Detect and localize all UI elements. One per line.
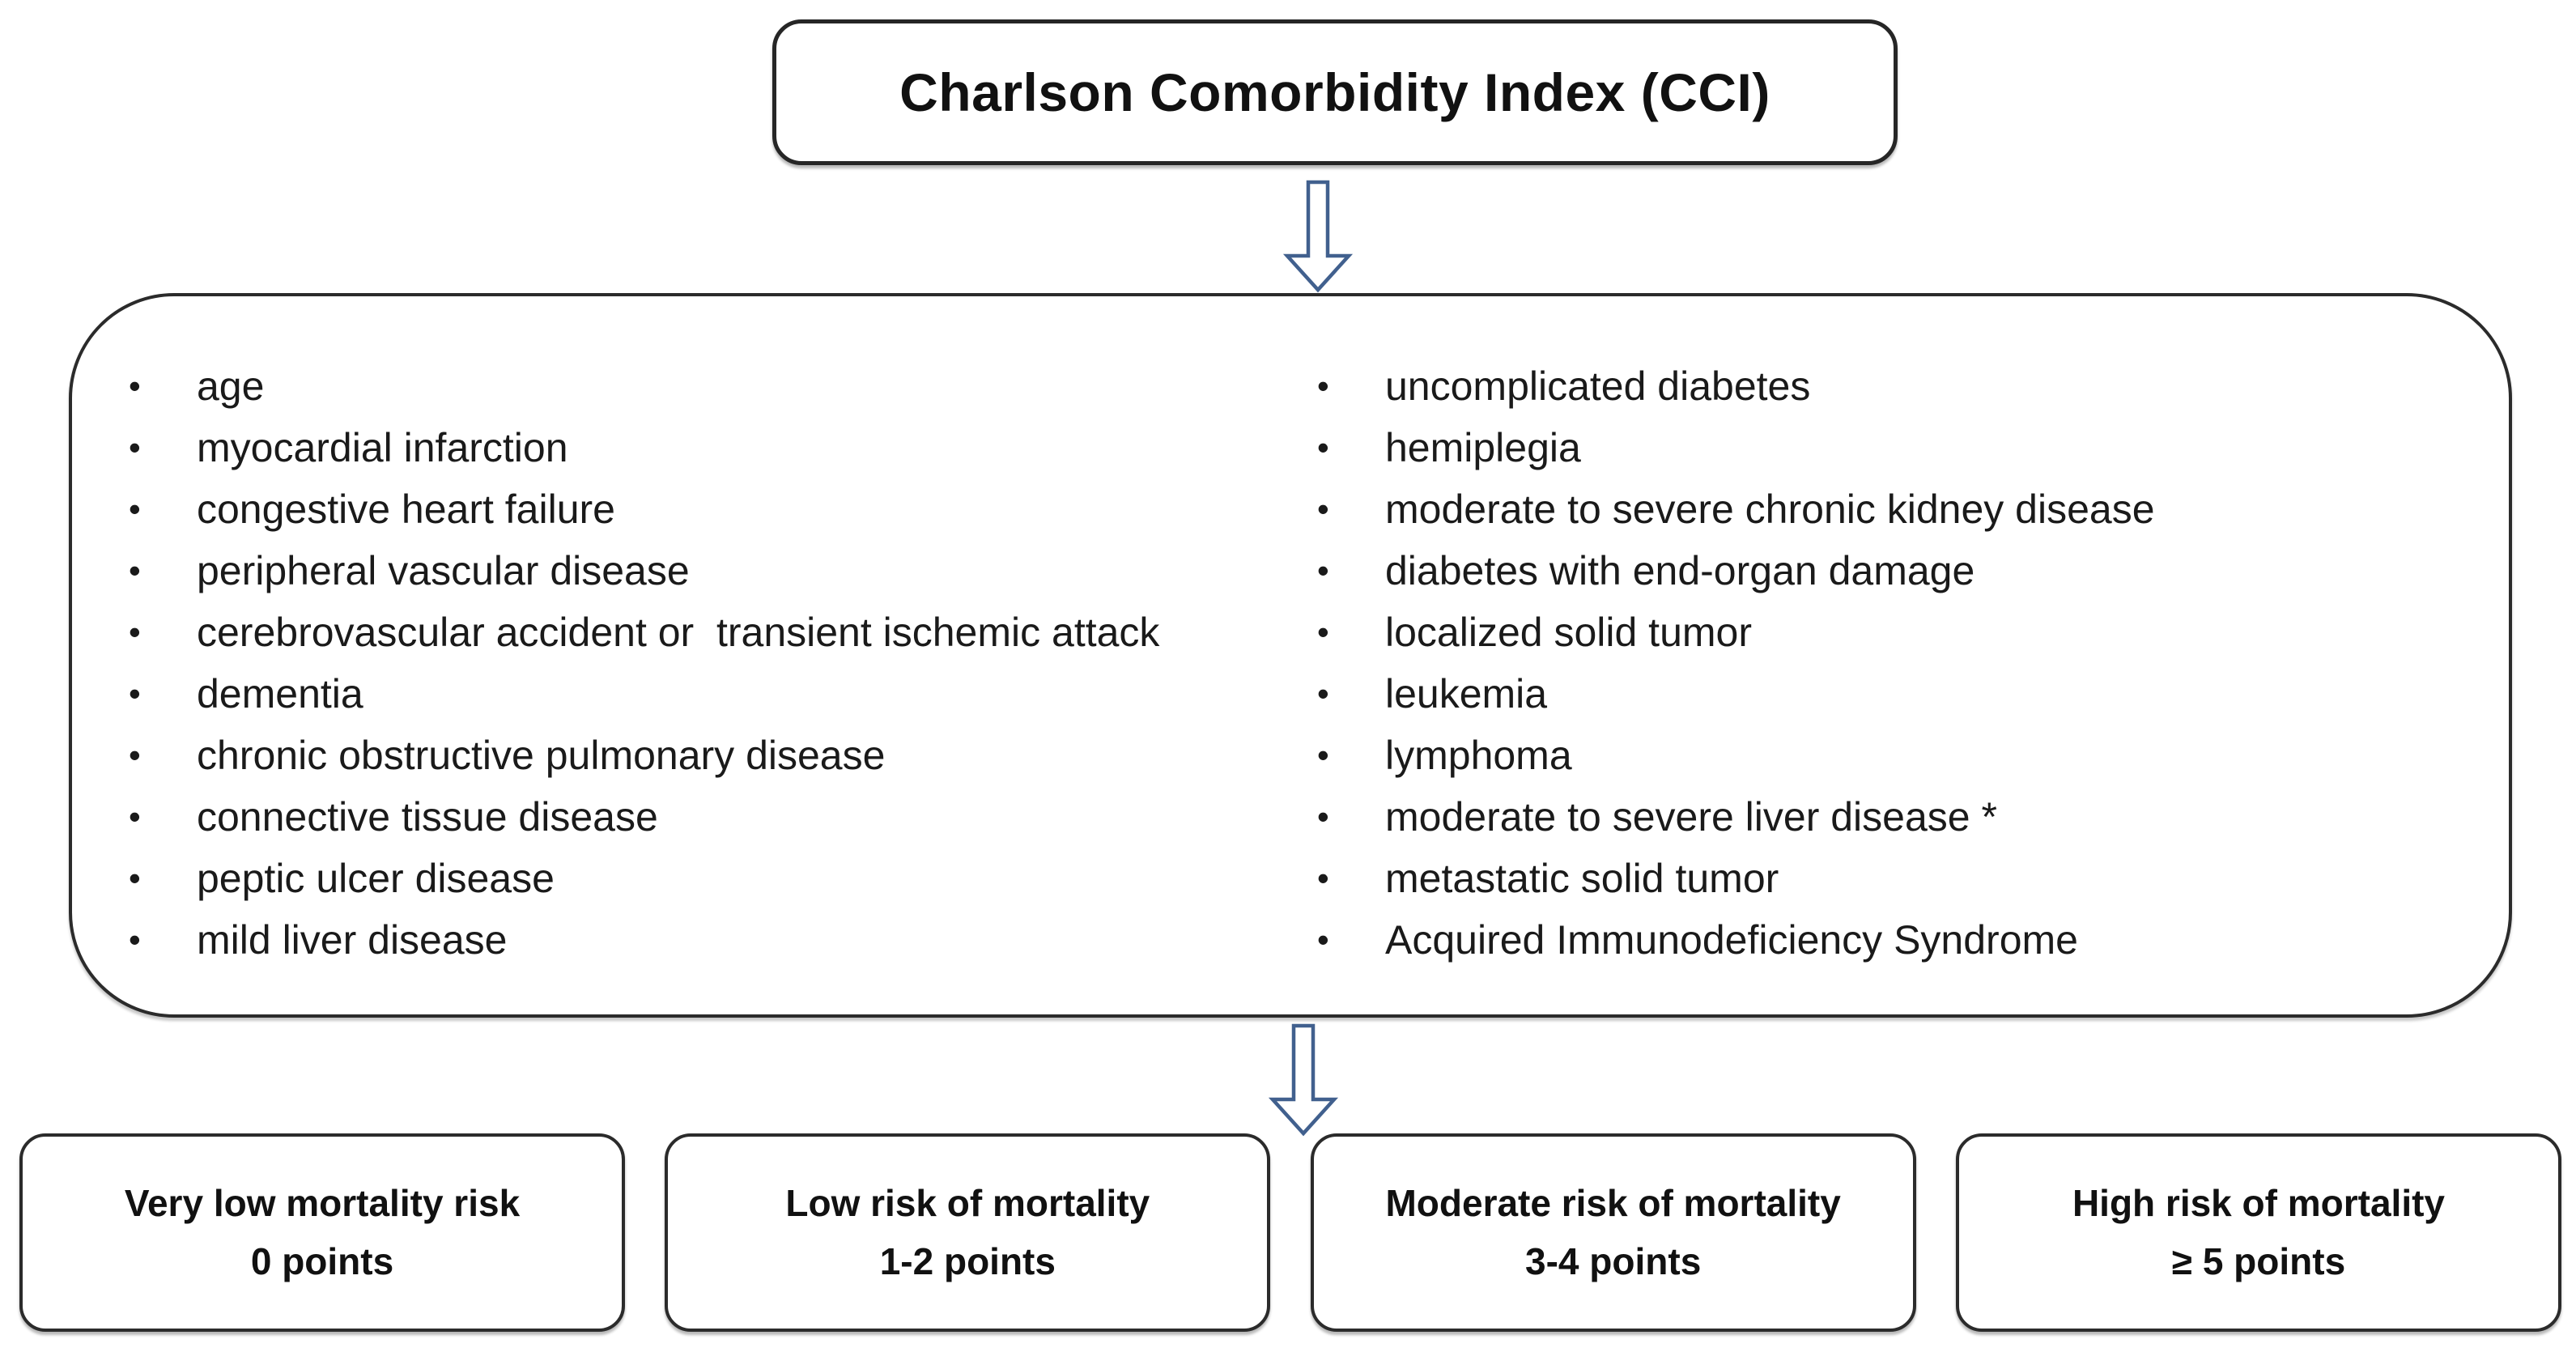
page-title: Charlson Comorbidity Index (CCI) <box>899 62 1770 122</box>
bullet-icon: • <box>1317 613 1329 651</box>
list-item-label: age <box>197 364 265 409</box>
bullet-icon: • <box>1317 551 1329 589</box>
risk-row: Very low mortality risk 0 points Low risk … <box>19 1133 2561 1332</box>
list-item: • Acquired Immunodeficiency Syndrome <box>1317 909 2495 971</box>
down-arrow-icon <box>1282 180 1354 293</box>
list-item: • mild liver disease <box>129 909 1319 971</box>
risk-box-2: Low risk of mortality 1-2 points <box>665 1133 1271 1332</box>
bullet-icon: • <box>1317 797 1329 835</box>
bullet-icon: • <box>129 859 141 897</box>
list-item: • age <box>129 355 1319 417</box>
list-item-label: uncomplicated diabetes <box>1385 364 1811 409</box>
list-item: • localized solid tumor <box>1317 602 2495 663</box>
list-item: • myocardial infarction <box>129 417 1319 478</box>
list-item: • cerebrovascular accident or transient i… <box>129 602 1319 663</box>
list-item-label: lymphoma <box>1385 733 1572 778</box>
list-item: • moderate to severe chronic kidney disea… <box>1317 478 2495 540</box>
risk-box-label: Very low mortality risk <box>124 1182 521 1225</box>
bullet-icon: • <box>129 920 141 959</box>
list-item: • lymphoma <box>1317 725 2495 786</box>
bullet-icon: • <box>129 551 141 589</box>
risk-box-label: Low risk of mortality <box>785 1182 1150 1225</box>
list-item-label: Acquired Immunodeficiency Syndrome <box>1385 917 2078 963</box>
list-item: • leukemia <box>1317 663 2495 725</box>
bullet-icon: • <box>129 490 141 528</box>
list-item: • peripheral vascular disease <box>129 540 1319 602</box>
bullet-icon: • <box>1317 859 1329 897</box>
list-item-label: chronic obstructive pulmonary disease <box>197 733 886 778</box>
risk-box-3: Moderate risk of mortality 3-4 points <box>1310 1133 1916 1332</box>
list-item-label: congestive heart failure <box>197 487 615 532</box>
list-item-label: hemiplegia <box>1385 425 1581 470</box>
bullet-icon: • <box>1317 367 1329 405</box>
risk-box-points: 1-2 points <box>879 1239 1056 1282</box>
bullet-icon: • <box>1317 674 1329 712</box>
list-item: • congestive heart failure <box>129 478 1319 540</box>
list-item-label: cerebrovascular accident or transient is… <box>197 610 1160 655</box>
list-item-label: peptic ulcer disease <box>197 856 555 901</box>
list-item-label: connective tissue disease <box>197 794 658 840</box>
list-item-label: myocardial infarction <box>197 425 568 470</box>
bullet-icon: • <box>129 736 141 774</box>
list-item: • diabetes with end-organ damage <box>1317 540 2495 602</box>
comorbidity-column-right: • uncomplicated diabetes • hemiplegia • moder… <box>1317 355 2495 971</box>
down-arrow-icon <box>1268 1023 1339 1137</box>
list-item-label: dementia <box>197 671 363 716</box>
list-item-label: moderate to severe chronic kidney diseas… <box>1385 487 2155 532</box>
bullet-icon: • <box>129 428 141 466</box>
bullet-icon: • <box>1317 490 1329 528</box>
list-item: • uncomplicated diabetes <box>1317 355 2495 417</box>
list-item: • connective tissue disease <box>129 786 1319 848</box>
list-item: • chronic obstructive pulmonary disease <box>129 725 1319 786</box>
risk-box-points: ≥ 5 points <box>2171 1239 2346 1282</box>
bullet-icon: • <box>1317 428 1329 466</box>
title-box: Charlson Comorbidity Index (CCI) <box>772 19 1898 165</box>
list-item-label: leukemia <box>1385 671 1548 716</box>
comorbidity-list-box: • age • myocardial infarction • congestive he… <box>69 293 2512 1018</box>
risk-box-4: High risk of mortality ≥ 5 points <box>1955 1133 2561 1332</box>
list-item-label: localized solid tumor <box>1385 610 1752 655</box>
list-item: • metastatic solid tumor <box>1317 848 2495 909</box>
comorbidity-column-left: • age • myocardial infarction • congestive he… <box>129 355 1319 971</box>
list-item-label: metastatic solid tumor <box>1385 856 1779 901</box>
list-item-label: moderate to severe liver disease * <box>1385 794 1997 840</box>
bullet-icon: • <box>129 367 141 405</box>
risk-box-points: 3-4 points <box>1525 1239 1702 1282</box>
list-item-label: mild liver disease <box>197 917 508 963</box>
list-item-label: diabetes with end-organ damage <box>1385 548 1975 593</box>
risk-box-label: High risk of mortality <box>2072 1182 2446 1225</box>
bullet-icon: • <box>1317 736 1329 774</box>
list-item: • hemiplegia <box>1317 417 2495 478</box>
risk-box-label: Moderate risk of mortality <box>1385 1182 1841 1225</box>
bullet-icon: • <box>1317 920 1329 959</box>
bullet-icon: • <box>129 797 141 835</box>
list-item: • moderate to severe liver disease * <box>1317 786 2495 848</box>
risk-box-1: Very low mortality risk 0 points <box>19 1133 625 1332</box>
list-item-label: peripheral vascular disease <box>197 548 690 593</box>
risk-box-points: 0 points <box>250 1239 394 1282</box>
list-item: • dementia <box>129 663 1319 725</box>
bullet-icon: • <box>129 613 141 651</box>
list-item: • peptic ulcer disease <box>129 848 1319 909</box>
bullet-icon: • <box>129 674 141 712</box>
